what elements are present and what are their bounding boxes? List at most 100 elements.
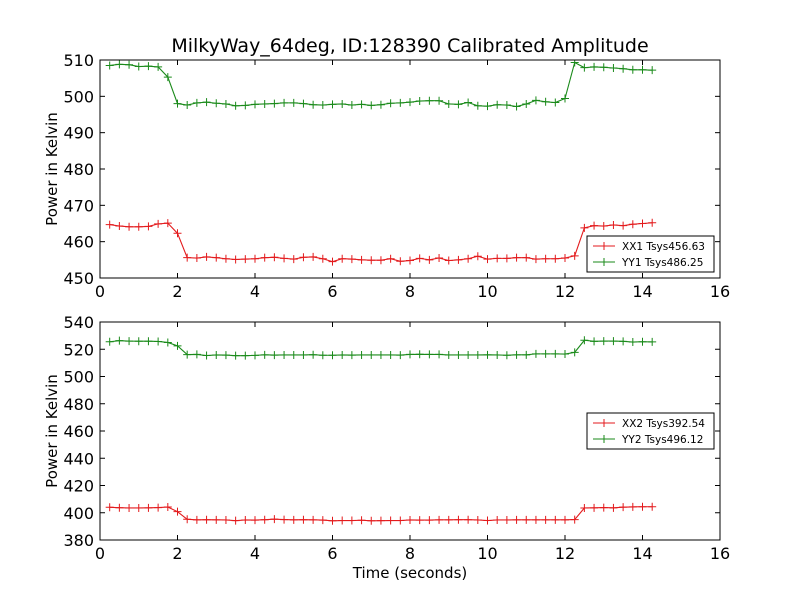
y-tick-label: 380 — [63, 531, 94, 550]
data-point — [183, 515, 192, 524]
data-point — [512, 102, 521, 111]
data-point — [338, 99, 347, 108]
x-tick-label: 12 — [555, 544, 575, 563]
data-point — [125, 60, 134, 69]
data-point — [464, 515, 473, 524]
legend-label: XX1 Tsys456.63 — [622, 241, 705, 253]
data-point — [464, 98, 473, 107]
data-point — [115, 222, 124, 231]
data-point — [221, 351, 230, 360]
data-point — [609, 63, 618, 72]
data-point — [270, 99, 279, 108]
data-point — [483, 516, 492, 525]
data-point — [435, 254, 444, 263]
data-point — [551, 98, 560, 107]
data-point — [561, 94, 569, 103]
series-line-2 — [109, 61, 653, 108]
data-point — [299, 253, 308, 262]
data-point — [328, 516, 337, 525]
data-point — [260, 350, 269, 359]
data-point — [231, 101, 240, 110]
data-point — [396, 351, 405, 360]
data-point — [270, 253, 279, 262]
data-point — [541, 515, 550, 524]
data-point — [134, 62, 143, 71]
data-point — [367, 350, 376, 359]
data-point — [551, 254, 560, 263]
data-point — [483, 350, 492, 359]
data-point — [347, 351, 356, 360]
data-point — [347, 101, 356, 110]
data-point — [260, 253, 269, 262]
y-tick-label: 470 — [63, 196, 94, 215]
legend-swatch-marker — [600, 258, 608, 266]
data-point — [531, 349, 540, 358]
legend: XX1 Tsys456.63 YY1 Tsys486.25 — [586, 235, 715, 273]
data-point — [357, 100, 366, 109]
series-markers-1 — [105, 218, 657, 266]
data-point — [115, 336, 124, 345]
data-point — [251, 254, 259, 263]
data-point — [619, 221, 628, 230]
data-point — [154, 219, 163, 228]
data-point — [347, 516, 356, 525]
x-tick-label: 8 — [405, 544, 415, 563]
data-point — [386, 254, 395, 263]
data-point — [580, 63, 589, 72]
data-point — [183, 101, 192, 110]
data-point — [522, 350, 531, 359]
y-tick-label: 490 — [63, 124, 94, 143]
data-point — [570, 60, 579, 67]
data-point — [580, 503, 589, 512]
data-point — [251, 516, 259, 525]
data-point — [105, 337, 114, 346]
data-point — [192, 98, 201, 107]
data-point — [386, 99, 395, 108]
data-point — [406, 515, 414, 524]
x-tick-label: 12 — [555, 282, 575, 301]
data-point — [464, 254, 473, 263]
data-point — [105, 61, 114, 70]
data-point — [241, 351, 250, 360]
data-point — [580, 223, 589, 232]
data-point — [309, 350, 318, 359]
data-point — [619, 503, 628, 512]
data-point — [163, 73, 172, 82]
data-point — [628, 502, 637, 511]
legend-label: XX2 Tsys392.54 — [622, 418, 705, 430]
data-point — [163, 338, 172, 347]
legend-box — [586, 235, 715, 273]
x-tick-label: 10 — [477, 282, 497, 301]
data-point — [367, 101, 376, 110]
data-point — [386, 350, 395, 359]
data-point — [493, 100, 502, 109]
data-point — [241, 101, 250, 110]
data-point — [173, 341, 182, 350]
data-point — [115, 503, 124, 512]
data-point — [590, 337, 599, 346]
data-point — [648, 337, 657, 346]
data-point — [367, 256, 376, 265]
data-point — [338, 516, 347, 525]
data-point — [328, 351, 337, 360]
data-point — [260, 515, 269, 524]
data-point — [125, 503, 134, 512]
data-point — [328, 100, 337, 109]
y-tick-label: 500 — [63, 368, 94, 387]
data-point — [299, 515, 308, 524]
data-point — [154, 503, 163, 512]
data-point — [309, 100, 318, 109]
x-axis-label: Time (seconds) — [352, 564, 468, 582]
data-point — [357, 516, 366, 525]
data-point — [396, 257, 405, 266]
data-point — [280, 350, 289, 359]
data-point — [425, 350, 434, 359]
data-point — [599, 222, 608, 231]
y-tick-label: 480 — [63, 395, 94, 414]
data-point — [531, 255, 540, 264]
data-point — [338, 254, 347, 263]
data-point — [386, 516, 395, 525]
data-point — [376, 256, 385, 265]
